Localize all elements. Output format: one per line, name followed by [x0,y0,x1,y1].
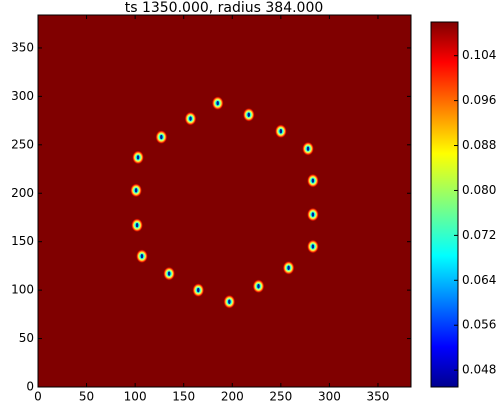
spot-core [311,178,315,183]
hot-spot [306,239,319,254]
spot-core [197,287,200,293]
colorbar-tick-label: 0.104 [462,48,496,62]
colorbar-tick-label: 0.088 [462,138,496,152]
y-tick-label: 200 [11,186,34,200]
spot-core [135,223,139,228]
heatmap-background [38,15,411,387]
hot-spot [211,96,224,111]
x-tick-label: 100 [124,390,147,404]
hot-spot [192,283,205,298]
spot-core [257,284,260,289]
plot-frame [37,14,412,388]
hot-spot [184,111,197,126]
spot-core [189,116,192,121]
spot-core [134,188,138,193]
spot-core [311,244,315,249]
hot-spot [306,207,319,222]
spot-core [167,271,171,276]
hot-spot [274,124,287,139]
spot-core [247,112,250,117]
hot-spot [131,218,144,233]
spot-core [228,299,231,304]
spot-core [160,134,163,140]
spot-core [140,254,144,259]
spot-core [287,265,290,271]
spot-core [306,146,310,151]
colorbar [430,21,459,388]
x-tick-label: 0 [34,390,42,404]
y-tick-label: 150 [11,234,34,248]
x-tick-label: 300 [318,390,341,404]
hot-spot [306,173,319,188]
colorbar-tick-label: 0.064 [462,273,496,287]
hot-spot [135,249,148,264]
y-tick-label: 300 [11,89,34,103]
colorbar-tick-label: 0.072 [462,228,496,242]
y-tick-label: 100 [11,283,34,297]
spot-core [216,100,219,106]
hot-spot [163,266,176,281]
spot-core [136,155,140,160]
colorbar-tick-label: 0.056 [462,318,496,332]
hot-spot [282,260,295,275]
hot-spot [252,279,265,294]
y-tick-label: 250 [11,137,34,151]
hot-spot [242,107,255,122]
hot-spot [302,141,315,156]
y-tick-label: 0 [26,380,34,394]
x-tick-label: 350 [367,390,390,404]
y-tick-label: 350 [11,40,34,54]
colorbar-tick-label: 0.080 [462,183,496,197]
hot-spot [132,150,145,165]
x-tick-label: 50 [79,390,94,404]
spot-core [279,129,283,134]
y-tick-label: 50 [19,331,34,345]
hot-spot [130,183,143,198]
x-tick-label: 200 [221,390,244,404]
spot-core [311,212,315,217]
x-tick-label: 250 [269,390,292,404]
chart-title: ts 1350.000, radius 384.000 [125,0,324,16]
hot-spot [155,130,168,145]
hot-spot [223,294,236,309]
colorbar-tick-label: 0.096 [462,93,496,107]
x-tick-label: 150 [172,390,195,404]
colorbar-tick-label: 0.048 [462,363,496,377]
